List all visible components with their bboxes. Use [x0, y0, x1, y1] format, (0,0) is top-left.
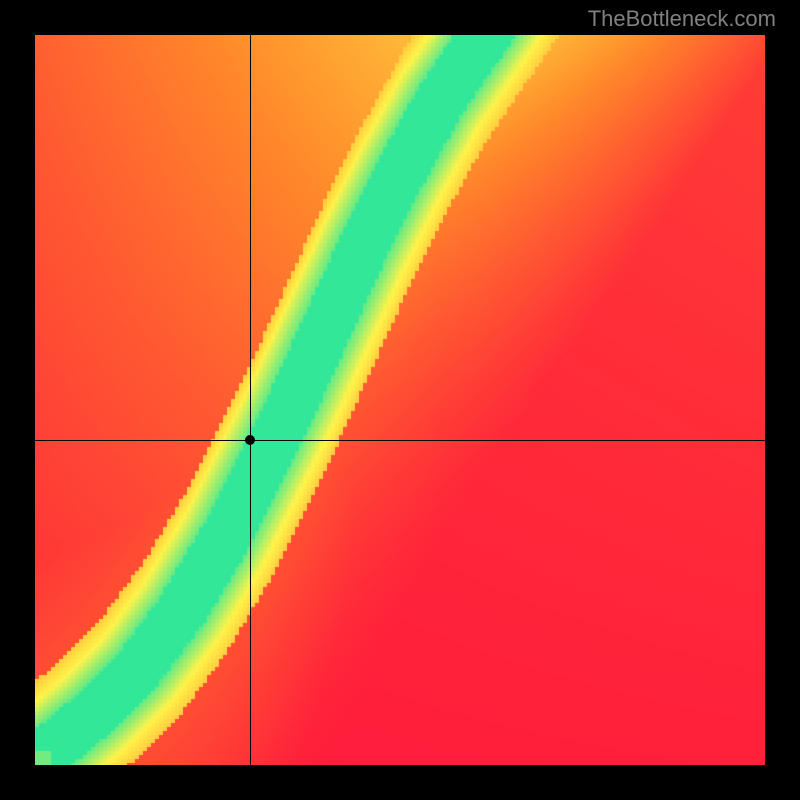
watermark-text: TheBottleneck.com	[588, 6, 776, 32]
heatmap-canvas	[35, 35, 765, 765]
selected-point-marker	[245, 435, 255, 445]
crosshair-vertical	[250, 35, 251, 765]
crosshair-horizontal	[35, 440, 765, 441]
heatmap-plot-area	[35, 35, 765, 765]
